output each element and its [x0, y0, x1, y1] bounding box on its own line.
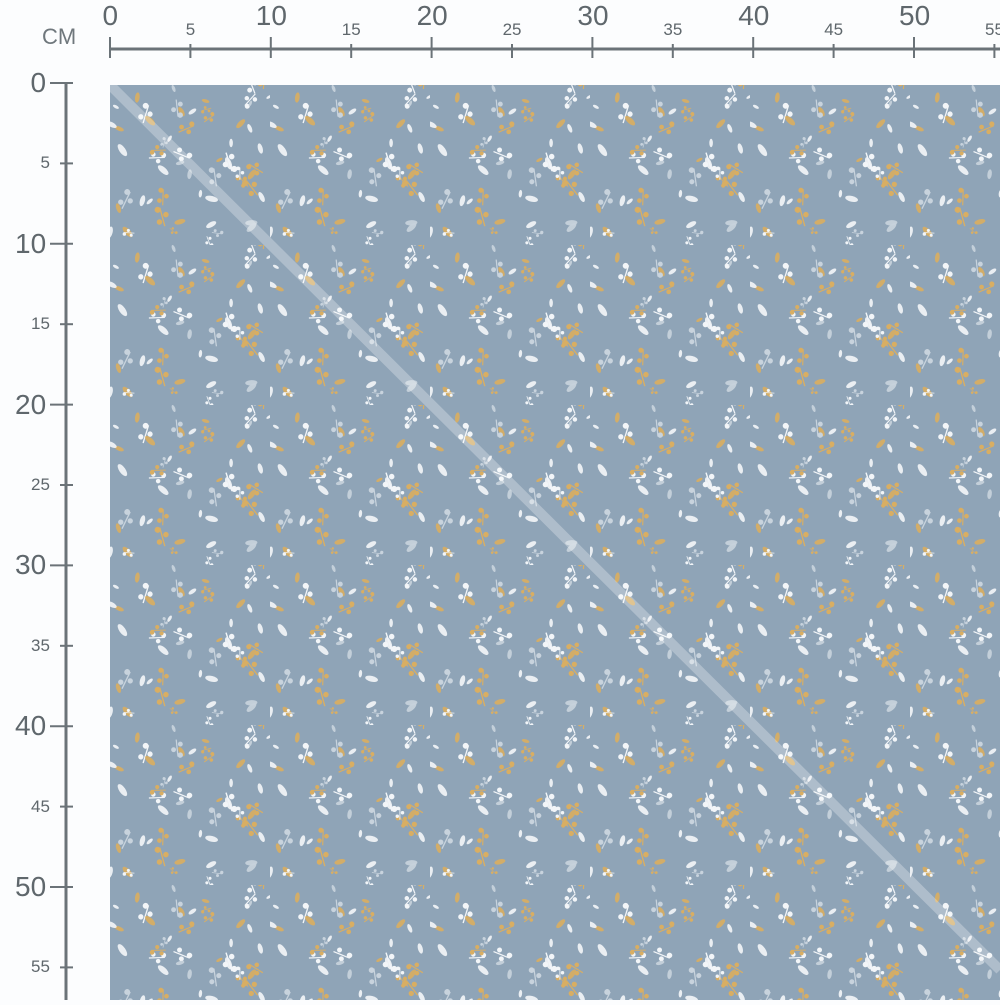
v-ruler-label: 5: [40, 153, 50, 173]
h-ruler-label: 55: [985, 20, 1000, 39]
h-ruler-label: 20: [416, 0, 448, 31]
vertical-ruler: 0 5 10 15 20 25 30 35 40 45 50 55: [0, 0, 100, 1000]
v-ruler-label: 0: [30, 67, 47, 98]
horizontal-ruler: 0 5 10 15 20 25 30 35 40 45 50 55: [0, 0, 1000, 60]
h-ruler-label: 25: [502, 20, 522, 39]
v-ruler-label: 55: [31, 957, 50, 977]
v-ruler-label: 10: [15, 227, 47, 259]
v-ruler-label: 35: [31, 635, 50, 655]
fold-line: [110, 85, 1000, 974]
h-ruler-label: 10: [255, 0, 287, 31]
unit-label: CM: [42, 24, 77, 49]
h-ruler-label: 45: [824, 20, 844, 39]
v-ruler-label: 40: [15, 710, 47, 742]
h-ruler-label: 0: [102, 0, 119, 31]
floral-pattern: [110, 85, 1000, 1000]
h-ruler-label: 50: [899, 0, 931, 31]
v-ruler-label: 30: [15, 549, 47, 581]
v-ruler-label: 45: [31, 796, 50, 816]
h-ruler-label: 30: [577, 0, 609, 31]
v-ruler-label: 15: [31, 314, 50, 334]
h-ruler-label: 5: [185, 20, 196, 39]
v-ruler-label: 20: [15, 388, 47, 420]
v-ruler-label: 50: [15, 871, 47, 902]
v-ruler-label: 25: [31, 475, 50, 494]
h-ruler-label: 15: [341, 20, 361, 39]
h-ruler-label: 35: [663, 20, 683, 39]
fabric-swatch: [110, 85, 1000, 1000]
h-ruler-label: 40: [738, 0, 770, 31]
